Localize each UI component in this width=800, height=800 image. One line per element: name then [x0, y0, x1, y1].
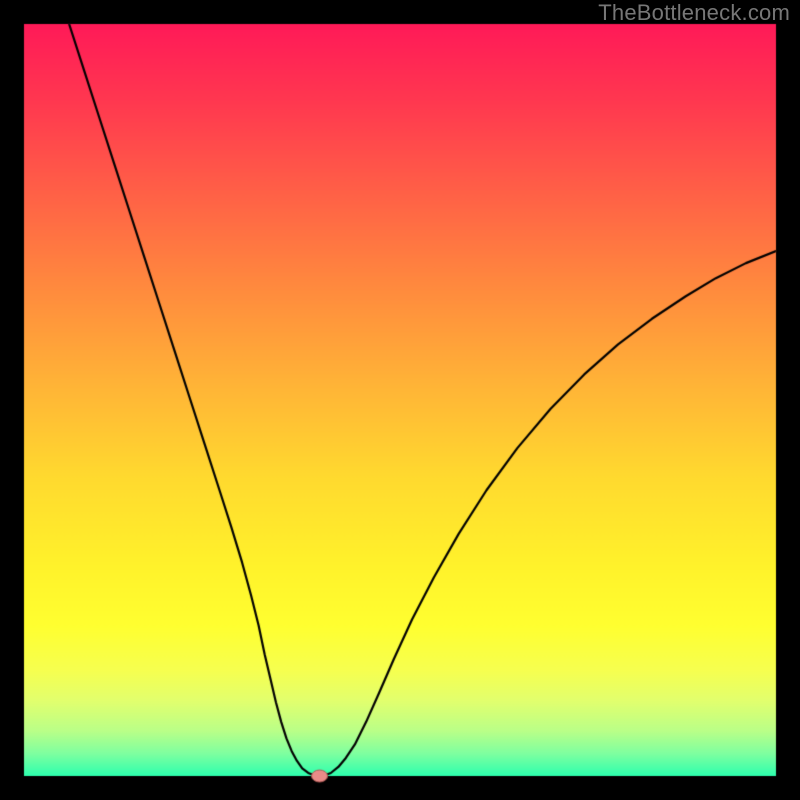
chart-marker-layer	[0, 0, 800, 800]
chart-stage: TheBottleneck.com	[0, 0, 800, 800]
